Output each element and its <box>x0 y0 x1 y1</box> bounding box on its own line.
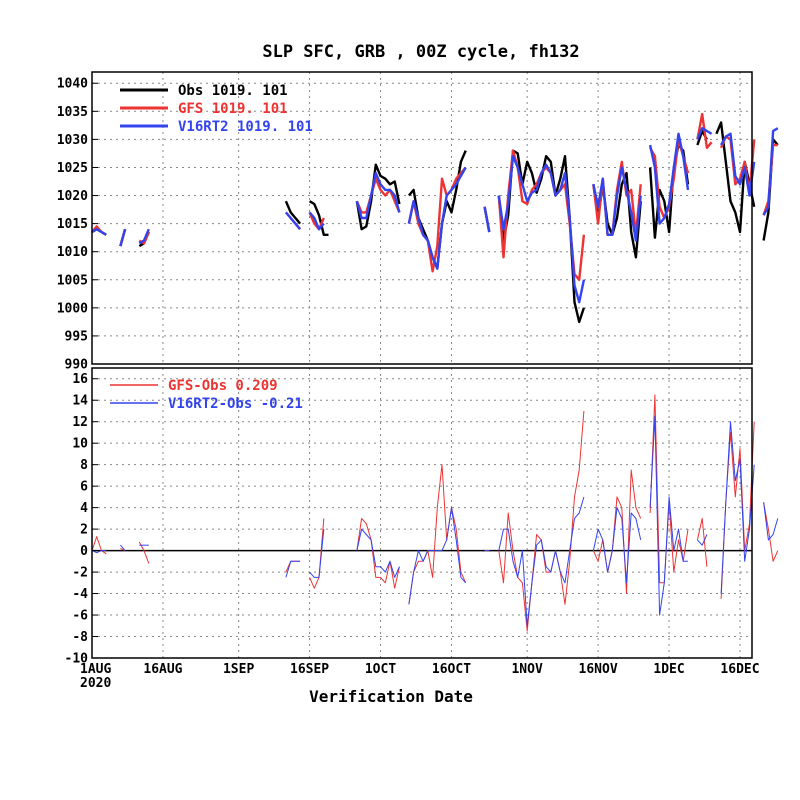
x-tick-label: 16DEC <box>720 662 759 677</box>
x-tick-label: 1NOV <box>511 662 542 677</box>
series-line-gfs-obs <box>763 502 779 562</box>
series-line-v16rt2-obs <box>697 534 708 546</box>
series-line-v16rt2-obs <box>720 421 755 594</box>
y-tick-label: 14 <box>72 394 88 409</box>
y-tick-label: 995 <box>65 329 88 344</box>
pressure-panel: 990 995 1000 1005 1010 1015 1020 1025 1030 1035 10… <box>57 71 779 373</box>
series-line-obs <box>284 200 302 225</box>
y-tick-label: 2 <box>80 523 88 538</box>
series-line-gfs-obs <box>91 536 107 555</box>
series-line-v16rt2 <box>696 126 713 140</box>
series-line-v16rt2-obs <box>408 507 467 605</box>
y-tick-label: -10 <box>65 652 89 667</box>
y-tick-label: 1040 <box>57 77 88 92</box>
series-line-v16rt2 <box>497 154 586 304</box>
y-tick-label: 12 <box>72 415 88 430</box>
series-line-gfs-obs <box>356 517 400 589</box>
series-line-v16rt2-obs <box>120 544 126 551</box>
series-line-v16rt2 <box>720 132 756 197</box>
y-tick-label: 1000 <box>57 301 88 316</box>
y-tick-label: 10 <box>72 437 88 452</box>
series-line-v16rt2 <box>308 211 325 231</box>
series-line-v16rt2-obs <box>91 550 107 554</box>
series-line-obs <box>355 163 401 231</box>
series-line-v16rt2-obs <box>356 528 400 578</box>
legend-label: V16RT2-Obs -0.21 <box>168 396 303 412</box>
y-tick-label: -8 <box>72 630 88 645</box>
y-tick-label: 1030 <box>57 133 88 148</box>
series-line-gfs <box>355 177 401 214</box>
series-line-v16rt2 <box>483 206 491 233</box>
series-line-gfs-obs <box>309 518 325 589</box>
difference-panel-frame <box>91 367 753 659</box>
y-tick-label: 6 <box>80 480 88 495</box>
y-tick-label: -6 <box>72 609 88 624</box>
series-line-gfs-obs <box>720 421 755 599</box>
x-tick-label: 16AUG <box>143 662 182 677</box>
difference-y-ticks: -10 -8 -6 -4 -2 0 2 4 6 8 10 12 14 16 <box>65 372 98 667</box>
series-line-gfs <box>407 166 467 273</box>
series-line-v16rt2-obs <box>309 529 325 578</box>
series-line-v16rt2 <box>592 166 642 242</box>
y-tick-label: -2 <box>72 566 88 581</box>
x-tick-label: 1AUG 2020 <box>80 662 111 691</box>
y-tick-label: 990 <box>65 358 89 373</box>
chart-title: SLP SFC, GRB , 00Z cycle, fh132 <box>262 42 579 62</box>
series-line-v16rt2 <box>138 228 150 245</box>
y-tick-label: 4 <box>80 501 88 516</box>
pressure-legend: Obs 1019. 101 GFS 1019. 101 V16RT2 1019. 1… <box>120 83 313 135</box>
series-line-gfs-obs <box>696 517 708 567</box>
y-tick-label: 1025 <box>57 161 88 176</box>
x-axis-label: Verification Date <box>309 687 473 706</box>
y-tick-label: 1010 <box>57 245 88 260</box>
series-line-v16rt2 <box>355 171 401 220</box>
x-tick-labels: 1AUG 2020 16AUG 1SEP 16SEP 1OCT 16OCT 1NOV 16NOV… <box>80 662 760 691</box>
series-line-gfs-obs <box>408 464 467 605</box>
series-line-v16rt2-obs <box>649 415 688 616</box>
series-line-v16rt2-obs <box>498 496 585 627</box>
difference-panel: -10 -8 -6 -4 -2 0 2 4 6 8 10 12 14 16 GFS-Obs 0.209 V1… <box>65 367 779 667</box>
x-tick-label: 1SEP <box>223 662 254 677</box>
pressure-y-ticks: 990 995 1000 1005 1010 1015 1020 1025 1030 1035 10… <box>57 77 98 373</box>
series-line-v16rt2 <box>284 211 302 230</box>
x-tick-label: 1OCT <box>365 662 396 677</box>
difference-legend: GFS-Obs 0.209 V16RT2-Obs -0.21 <box>110 378 303 412</box>
y-tick-label: 8 <box>80 458 88 473</box>
series-line-v16rt2-obs <box>592 507 642 584</box>
series-line-v16rt2-obs <box>763 502 779 541</box>
y-tick-label: 1035 <box>57 105 88 120</box>
x-tick-label: 1DEC <box>653 662 684 677</box>
x-tick-label: 16SEP <box>290 662 329 677</box>
legend-label: V16RT2 1019. 101 <box>178 119 313 135</box>
y-tick-label: 16 <box>72 372 88 387</box>
series-line-v16rt2 <box>407 166 467 270</box>
y-tick-label: -4 <box>72 587 88 602</box>
x-tick-label: 16NOV <box>579 662 618 677</box>
series-line-v16rt2 <box>762 127 779 216</box>
difference-series <box>91 394 779 632</box>
y-tick-label: 1005 <box>57 273 88 288</box>
pressure-panel-frame <box>91 71 753 365</box>
series-line-gfs-obs <box>592 469 642 595</box>
series-line-v16rt2 <box>119 228 127 247</box>
series-line-obs <box>308 200 329 237</box>
series-line-v16rt2-obs <box>285 560 301 578</box>
x-tick-label: 16OCT <box>432 662 471 677</box>
y-tick-label: 1015 <box>57 217 88 232</box>
series-line-v16rt2 <box>91 227 107 236</box>
series-line-gfs-obs <box>498 410 585 632</box>
legend-label: Obs 1019. 101 <box>178 83 288 99</box>
y-tick-label: 1020 <box>57 189 88 204</box>
y-tick-label: 0 <box>80 544 88 559</box>
legend-label: GFS 1019. 101 <box>178 101 288 117</box>
legend-label: GFS-Obs 0.209 <box>168 378 278 394</box>
pressure-series <box>91 112 779 324</box>
series-line-v16rt2 <box>648 132 690 225</box>
